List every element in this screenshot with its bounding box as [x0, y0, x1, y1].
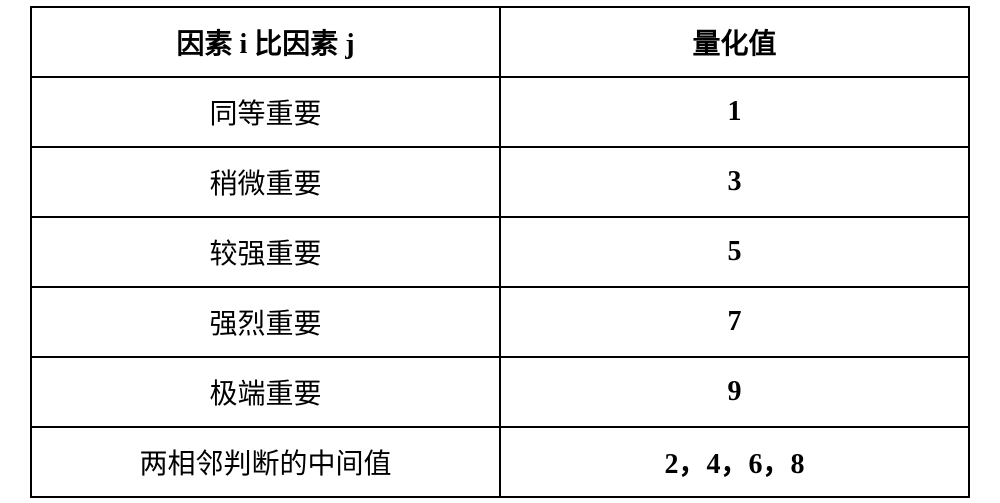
value-cell: 3 — [500, 147, 969, 217]
table-container: 因素 i 比因素 j 量化值 同等重要 1 稍微重要 3 较强重要 5 强烈重要… — [30, 6, 970, 498]
factor-cell: 强烈重要 — [31, 287, 500, 357]
value-cell: 7 — [500, 287, 969, 357]
header-value: 量化值 — [500, 7, 969, 77]
table-row: 同等重要 1 — [31, 77, 969, 147]
factor-cell: 稍微重要 — [31, 147, 500, 217]
value-cell: 9 — [500, 357, 969, 427]
factor-cell: 极端重要 — [31, 357, 500, 427]
table-row: 两相邻判断的中间值 2，4，6，8 — [31, 427, 969, 497]
value-cell: 2，4，6，8 — [500, 427, 969, 497]
comparison-table: 因素 i 比因素 j 量化值 同等重要 1 稍微重要 3 较强重要 5 强烈重要… — [30, 6, 970, 498]
value-cell: 1 — [500, 77, 969, 147]
header-factor: 因素 i 比因素 j — [31, 7, 500, 77]
table-row: 稍微重要 3 — [31, 147, 969, 217]
table-header-row: 因素 i 比因素 j 量化值 — [31, 7, 969, 77]
factor-cell: 两相邻判断的中间值 — [31, 427, 500, 497]
value-cell: 5 — [500, 217, 969, 287]
factor-cell: 同等重要 — [31, 77, 500, 147]
table-row: 极端重要 9 — [31, 357, 969, 427]
table-row: 强烈重要 7 — [31, 287, 969, 357]
table-row: 较强重要 5 — [31, 217, 969, 287]
factor-cell: 较强重要 — [31, 217, 500, 287]
